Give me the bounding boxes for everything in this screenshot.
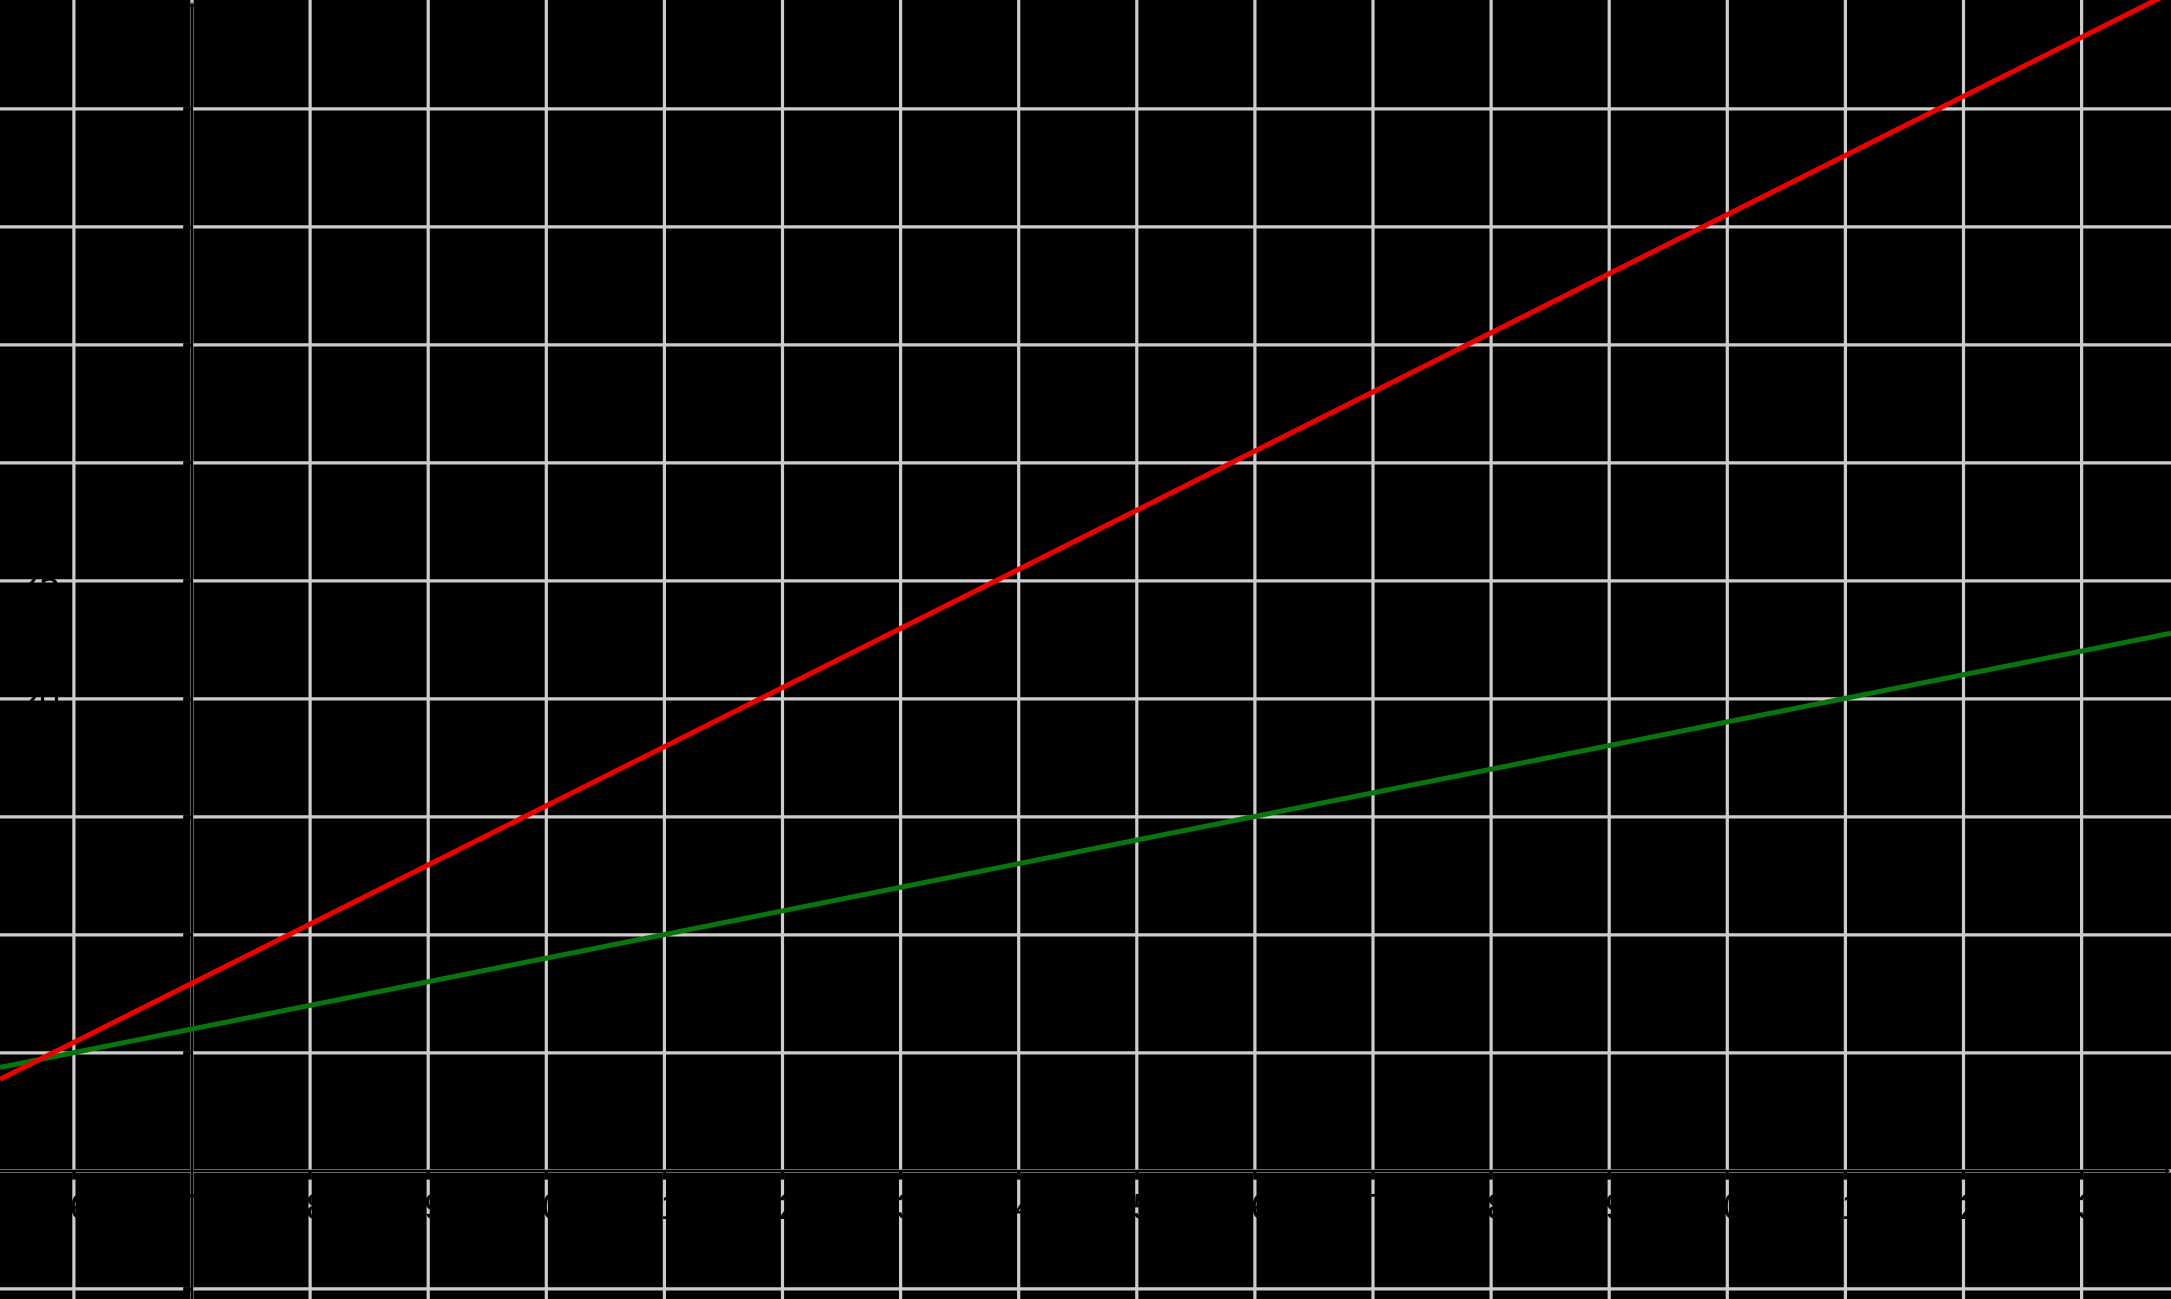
svg-text:20: 20 — [522, 1186, 562, 1227]
svg-text:24: 24 — [995, 1186, 1035, 1227]
svg-text:31: 31 — [1821, 1186, 1861, 1227]
svg-text:29: 29 — [1585, 1186, 1625, 1227]
svg-text:23: 23 — [877, 1186, 917, 1227]
svg-text:26: 26 — [1231, 1186, 1271, 1227]
svg-text:30: 30 — [1703, 1186, 1743, 1227]
svg-text:17: 17 — [168, 1186, 208, 1227]
svg-text:27: 27 — [1349, 1186, 1389, 1227]
svg-text:33: 33 — [2058, 1186, 2098, 1227]
svg-text:32: 32 — [1939, 1186, 1979, 1227]
svg-text:21: 21 — [640, 1186, 680, 1227]
svg-text:28: 28 — [1467, 1186, 1507, 1227]
svg-text:25: 25 — [19, 561, 59, 602]
svg-text:25: 25 — [1113, 1186, 1153, 1227]
svg-text:18: 18 — [286, 1186, 326, 1227]
svg-text:19: 19 — [404, 1186, 444, 1227]
svg-text:20: 20 — [19, 679, 59, 720]
svg-text:16: 16 — [50, 1186, 90, 1227]
svg-text:22: 22 — [758, 1186, 798, 1227]
